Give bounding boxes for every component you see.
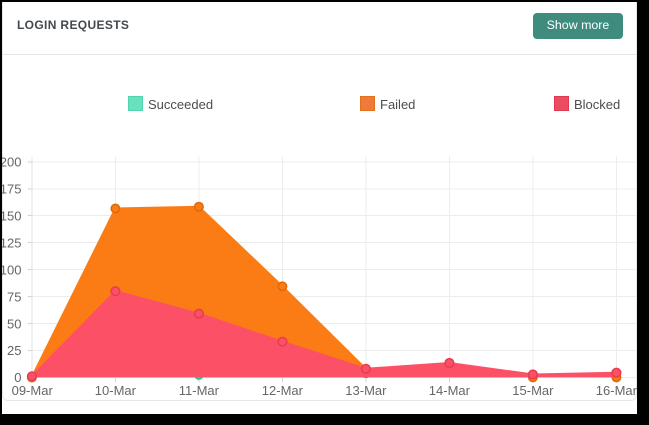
svg-text:100: 100	[0, 262, 22, 277]
svg-text:75: 75	[7, 289, 21, 304]
svg-text:10-Mar: 10-Mar	[95, 383, 137, 398]
svg-text:50: 50	[7, 316, 21, 331]
svg-text:12-Mar: 12-Mar	[262, 383, 304, 398]
svg-text:0: 0	[14, 370, 21, 385]
svg-text:16-Mar: 16-Mar	[596, 383, 638, 398]
svg-text:150: 150	[0, 209, 22, 224]
svg-text:15-Mar: 15-Mar	[512, 383, 554, 398]
svg-text:11-Mar: 11-Mar	[179, 383, 220, 398]
svg-text:13-Mar: 13-Mar	[345, 383, 387, 398]
svg-text:09-Mar: 09-Mar	[12, 383, 54, 398]
svg-text:200: 200	[0, 155, 22, 170]
svg-text:125: 125	[0, 235, 22, 250]
svg-text:14-Mar: 14-Mar	[429, 383, 471, 398]
svg-text:175: 175	[0, 182, 22, 197]
svg-text:25: 25	[7, 343, 21, 358]
